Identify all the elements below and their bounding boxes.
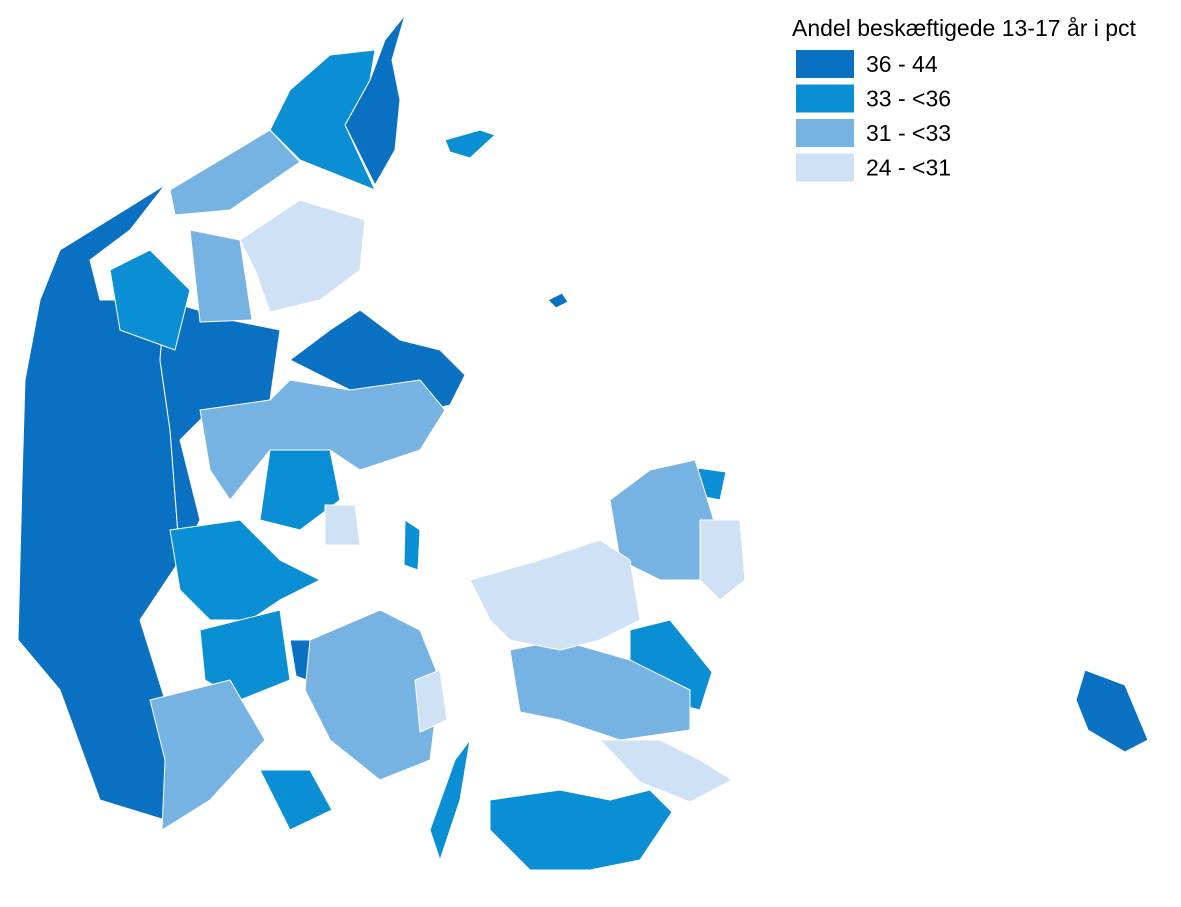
region [239, 199, 366, 313]
region [509, 639, 691, 741]
region [414, 669, 448, 733]
region [169, 519, 321, 621]
region [324, 504, 361, 546]
region [199, 609, 291, 701]
region [547, 292, 569, 309]
legend-label: 36 - 44 [866, 51, 938, 77]
legend-swatch [796, 84, 854, 113]
region [149, 679, 266, 831]
region [489, 789, 673, 871]
region [599, 739, 733, 803]
legend-label: 33 - <36 [866, 86, 951, 112]
legend-swatch [796, 119, 854, 147]
region [269, 49, 376, 191]
region [159, 299, 281, 561]
region [403, 519, 421, 571]
region [444, 129, 496, 159]
region [344, 14, 406, 186]
region [169, 129, 301, 216]
region [699, 519, 746, 601]
region [259, 769, 333, 831]
region [469, 539, 641, 651]
legend-swatch [796, 50, 854, 78]
region [189, 229, 253, 323]
region [429, 739, 471, 861]
regions [17, 14, 1149, 871]
legend-label: 24 - <31 [866, 155, 951, 181]
region [304, 609, 441, 781]
legend-label: 31 - <33 [866, 120, 951, 146]
region [109, 249, 191, 351]
region [1075, 669, 1149, 753]
region [199, 379, 446, 501]
legend: Andel beskæftigede 13-17 år i pct 36 - 4… [792, 15, 1137, 182]
legend-swatch [796, 153, 854, 182]
legend-title: Andel beskæftigede 13-17 år i pct [792, 15, 1137, 41]
